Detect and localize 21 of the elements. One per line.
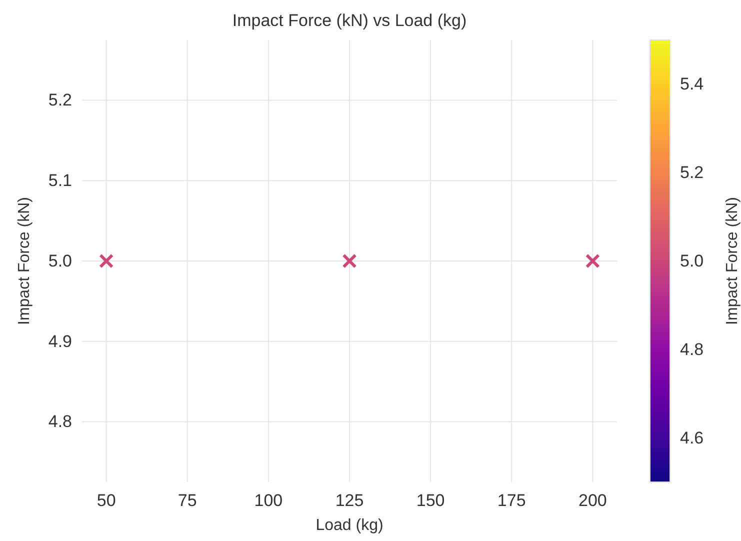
chart-title: Impact Force (kN) vs Load (kg) (232, 11, 467, 30)
x-tick-label: 200 (578, 491, 607, 510)
color-bar-title: Impact Force (kN) (724, 196, 741, 326)
y-tick-label: 5.0 (48, 251, 72, 270)
x-tick-label: 100 (254, 491, 283, 510)
color-bar-label: 4.8 (680, 340, 704, 359)
color-bar-label: 5.4 (680, 74, 704, 94)
x-axis-title: Load (kg) (316, 517, 384, 534)
y-tick-label: 5.2 (48, 90, 72, 110)
color-bar-label: 5.0 (680, 251, 704, 270)
x-tick-label: 150 (416, 491, 445, 510)
x-tick-label: 75 (178, 491, 197, 510)
x-tick-label: 50 (96, 491, 116, 510)
y-axis-title: Impact Force (kN) (16, 196, 33, 326)
y-tick-label: 5.1 (48, 171, 72, 190)
x-tick-label: 125 (335, 491, 364, 510)
y-tick-label: 4.9 (48, 332, 72, 351)
color-bar-label: 4.6 (680, 428, 704, 448)
y-tick-label: 4.8 (48, 412, 72, 432)
x-tick-label: 175 (497, 491, 526, 510)
color-bar-label: 5.2 (680, 163, 704, 182)
